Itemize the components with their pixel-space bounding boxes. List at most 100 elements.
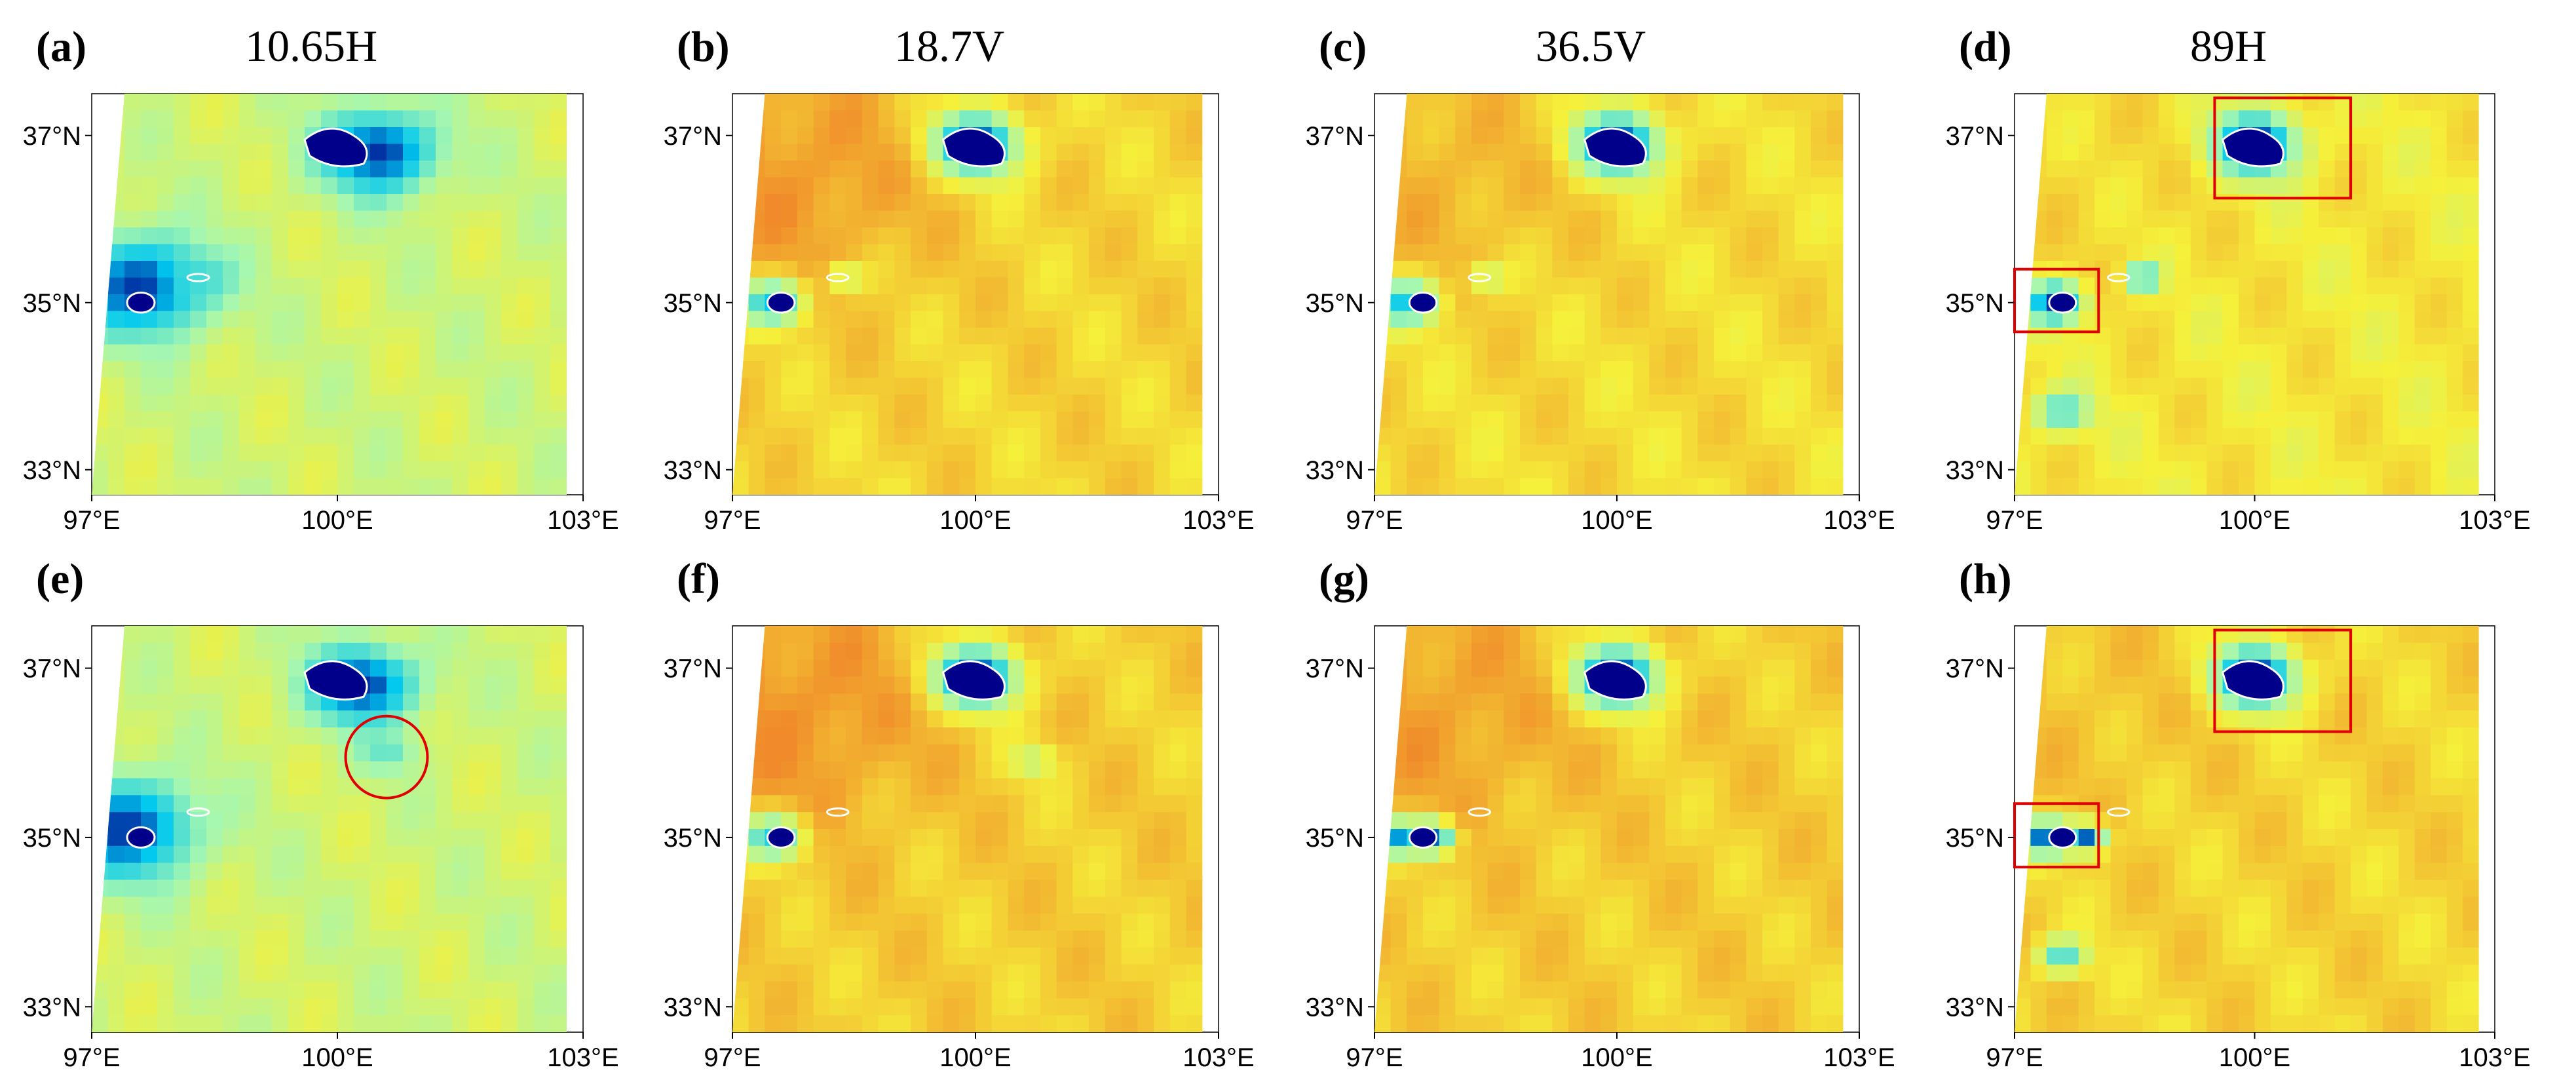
grid-cell: [2382, 127, 2400, 145]
grid-cell: [305, 161, 322, 178]
grid-cell: [174, 1015, 191, 1032]
grid-cell: [2319, 344, 2336, 362]
grid-cell: [1665, 227, 1682, 245]
grid-cell: [1794, 361, 1811, 379]
grid-cell: [256, 261, 273, 279]
grid-cell: [1762, 127, 1779, 145]
grid-cell: [288, 411, 305, 429]
grid-cell: [223, 727, 240, 745]
grid-cell: [1439, 478, 1456, 495]
grid-cell: [894, 897, 912, 915]
grid-cell: [174, 110, 191, 128]
grid-cell: [403, 244, 420, 261]
grid-cell: [485, 428, 502, 446]
grid-cell: [141, 778, 158, 796]
grid-cell: [1520, 693, 1537, 712]
grid-cell: [223, 478, 240, 495]
grid-cell: [124, 444, 142, 462]
grid-cell: [1024, 998, 1041, 1016]
grid-cell: [1568, 361, 1585, 379]
grid-cell: [2254, 361, 2271, 379]
grid-cell: [894, 761, 912, 779]
grid-cell: [206, 444, 223, 462]
grid-cell: [518, 795, 535, 813]
grid-cell: [124, 227, 142, 245]
grid-cell: [1633, 294, 1650, 312]
grid-cell: [272, 411, 289, 429]
grid-cell: [1536, 110, 1553, 128]
grid-cell: [321, 845, 338, 864]
grid-cell: [1471, 244, 1488, 261]
grid-cell: [108, 377, 125, 395]
grid-cell: [1439, 428, 1456, 446]
grid-cell: [1423, 210, 1440, 228]
grid-cell: [436, 845, 453, 864]
grid-cell: [2030, 294, 2047, 312]
grid-cell: [1455, 778, 1472, 796]
grid-cell: [1072, 676, 1090, 695]
grid-cell: [1665, 311, 1682, 328]
grid-cell: [256, 1015, 273, 1032]
grid-cell: [1568, 428, 1585, 446]
grid-cell: [911, 659, 928, 678]
grid-cell: [1455, 829, 1472, 847]
grid-cell: [2062, 94, 2079, 111]
grid-cell: [765, 177, 782, 195]
grid-cell: [1154, 277, 1171, 295]
grid-cell: [2158, 411, 2176, 429]
lake-ngoring-outline: [186, 273, 210, 282]
grid-cell: [1040, 261, 1057, 279]
grid-cell: [1008, 461, 1025, 479]
grid-cell: [2334, 177, 2352, 195]
grid-cell: [223, 795, 240, 813]
grid-cell: [1584, 862, 1602, 881]
grid-cell: [141, 144, 158, 161]
grid-cell: [157, 344, 174, 362]
grid-cell: [1137, 981, 1155, 999]
grid-cell: [354, 177, 371, 195]
grid-cell: [781, 328, 798, 345]
grid-cell: [305, 478, 322, 495]
grid-cell: [2142, 127, 2159, 145]
grid-cell: [1186, 931, 1203, 948]
grid-cell: [1681, 845, 1699, 864]
grid-cell: [1536, 879, 1553, 898]
grid-cell: [1455, 127, 1472, 145]
grid-cell: [1504, 642, 1521, 661]
grid-cell: [206, 277, 223, 295]
grid-cell: [1439, 862, 1456, 881]
grid-cell: [1154, 311, 1171, 328]
grid-cell: [2334, 395, 2352, 412]
grid-cell: [1520, 862, 1537, 881]
grid-cell: [991, 177, 1009, 195]
grid-cell: [2334, 127, 2352, 145]
grid-cell: [2286, 311, 2303, 328]
grid-cell: [534, 194, 551, 212]
grid-cell: [2207, 444, 2224, 462]
grid-cell: [501, 744, 518, 762]
grid-cell: [1520, 127, 1537, 145]
grid-cell: [1105, 161, 1122, 178]
grid-cell: [1730, 845, 1747, 864]
grid-cell: [1008, 261, 1025, 279]
grid-cell: [272, 727, 289, 745]
grid-cell: [1423, 778, 1440, 796]
grid-cell: [2254, 377, 2271, 395]
grid-cell: [1746, 395, 1763, 412]
grid-cell: [321, 761, 338, 779]
grid-cell: [926, 177, 944, 195]
grid-cell: [1730, 411, 1747, 429]
grid-cell: [2174, 144, 2191, 161]
grid-cell: [2319, 361, 2336, 379]
grid-cell: [1697, 812, 1714, 830]
grid-cell: [926, 659, 944, 678]
grid-cell: [991, 626, 1009, 644]
grid-cell: [2286, 227, 2303, 245]
grid-cell: [846, 914, 863, 931]
grid-cell: [1121, 879, 1139, 898]
grid-cell: [436, 110, 453, 128]
grid-cell: [518, 693, 535, 712]
grid-cell: [1827, 478, 1844, 495]
grid-cell: [2270, 478, 2288, 495]
grid-cell: [485, 277, 502, 295]
